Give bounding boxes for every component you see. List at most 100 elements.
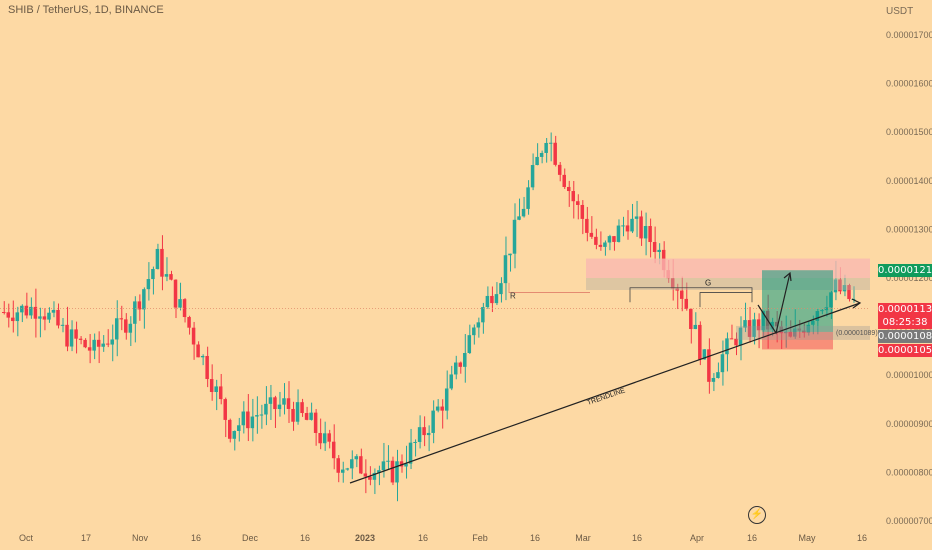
candle-body [146,279,151,290]
candle-body [336,458,340,473]
candle-body [472,327,476,336]
candle-body [101,343,105,347]
candle-body [390,460,395,483]
candle-body [124,319,128,333]
candle-body [603,242,607,247]
candle-body [241,411,246,426]
y-tick-label: 0.00001700 [886,30,932,40]
y-tick-label: 0.00001000 [886,370,932,380]
trendline [349,302,861,484]
candle-body [119,318,124,320]
candle-body [151,269,155,280]
x-tick-label: 16 [191,533,201,543]
candle-body [282,398,286,405]
trendline-arrow [851,298,862,309]
candle-body [431,410,435,433]
candle-body [707,349,711,382]
entry-label: (0.00001089) [836,330,878,337]
candle-body [363,473,368,477]
candle-body [331,441,336,459]
candle-body [693,324,698,330]
candle-body [698,324,702,360]
candle-body [729,338,734,340]
candle-body [521,208,526,217]
candle-body [598,244,603,247]
candle-body [191,327,196,345]
candle-body [264,403,268,415]
candle-body [11,317,15,322]
candle-body [259,414,264,416]
candle-body [517,216,521,220]
y-tick-label: 0.00001600 [886,79,932,89]
candle-body [408,442,413,464]
candle-body [92,339,96,351]
x-tick-label: 16 [857,533,867,543]
g-inner-bracket [699,292,752,308]
candle-body [20,305,24,313]
g-bracket [629,287,753,303]
x-tick-label: 17 [81,533,91,543]
candle-body [386,460,390,462]
candle-body [485,295,490,308]
candle-body [196,344,200,358]
candle-body [47,312,51,320]
x-tick-label: 2023 [355,533,375,543]
symbol-title[interactable]: SHIB / TetherUS, 1D, BINANCE [8,4,164,16]
x-tick-label: 16 [530,533,540,543]
candle-body [182,299,187,318]
candle-body [544,142,548,153]
candle-body [246,411,250,429]
candle-body [33,306,38,319]
candle-body [508,253,512,256]
x-tick-label: Oct [19,533,34,543]
candle-body [78,338,83,340]
candle-body [404,463,408,467]
candle-body [788,331,792,337]
candle-body [51,309,56,313]
candle-body [548,142,553,144]
candle-body [205,355,209,380]
candle-body [634,216,639,219]
candle-body [60,324,65,326]
candle-body [657,249,661,252]
candle-body [286,398,291,409]
candle-body [702,349,707,360]
candle-body [232,430,237,439]
candle-body [716,372,720,378]
candle-body [526,187,530,209]
candle-body [115,318,119,340]
currency-label: USDT [886,6,914,17]
countdown-tag: 08:25:38 [878,316,932,329]
candle-body [313,412,318,433]
candle-body [494,294,499,304]
candle-body [576,201,580,205]
candle-body [377,470,381,473]
candle-body [56,309,60,326]
candle-body [322,433,327,444]
candle-body [426,432,431,436]
candle-body [752,319,756,337]
candle-body [580,204,585,219]
candle-body [616,225,621,242]
x-tick-label: Nov [132,533,149,543]
candle-body [255,415,259,417]
x-tick-label: 16 [747,533,757,543]
x-tick-label: 16 [632,533,642,543]
candle-body [539,152,544,157]
candle-body [237,425,241,431]
lightning-icon[interactable]: ⚡ [748,506,766,524]
candle-body [680,290,684,299]
candle-body [467,335,472,354]
candle-body [756,319,761,331]
candle-body [571,191,576,202]
candle-body [783,331,788,334]
y-tick-label: 0.00001500 [886,127,932,137]
candle-body [499,283,503,295]
mid-price-tag: 0.00001089 [878,330,932,343]
candle-body [24,305,29,316]
last-price-tag: 0.00001137 [878,303,932,316]
projection-arrowhead [783,271,792,282]
candle-body [476,322,481,328]
